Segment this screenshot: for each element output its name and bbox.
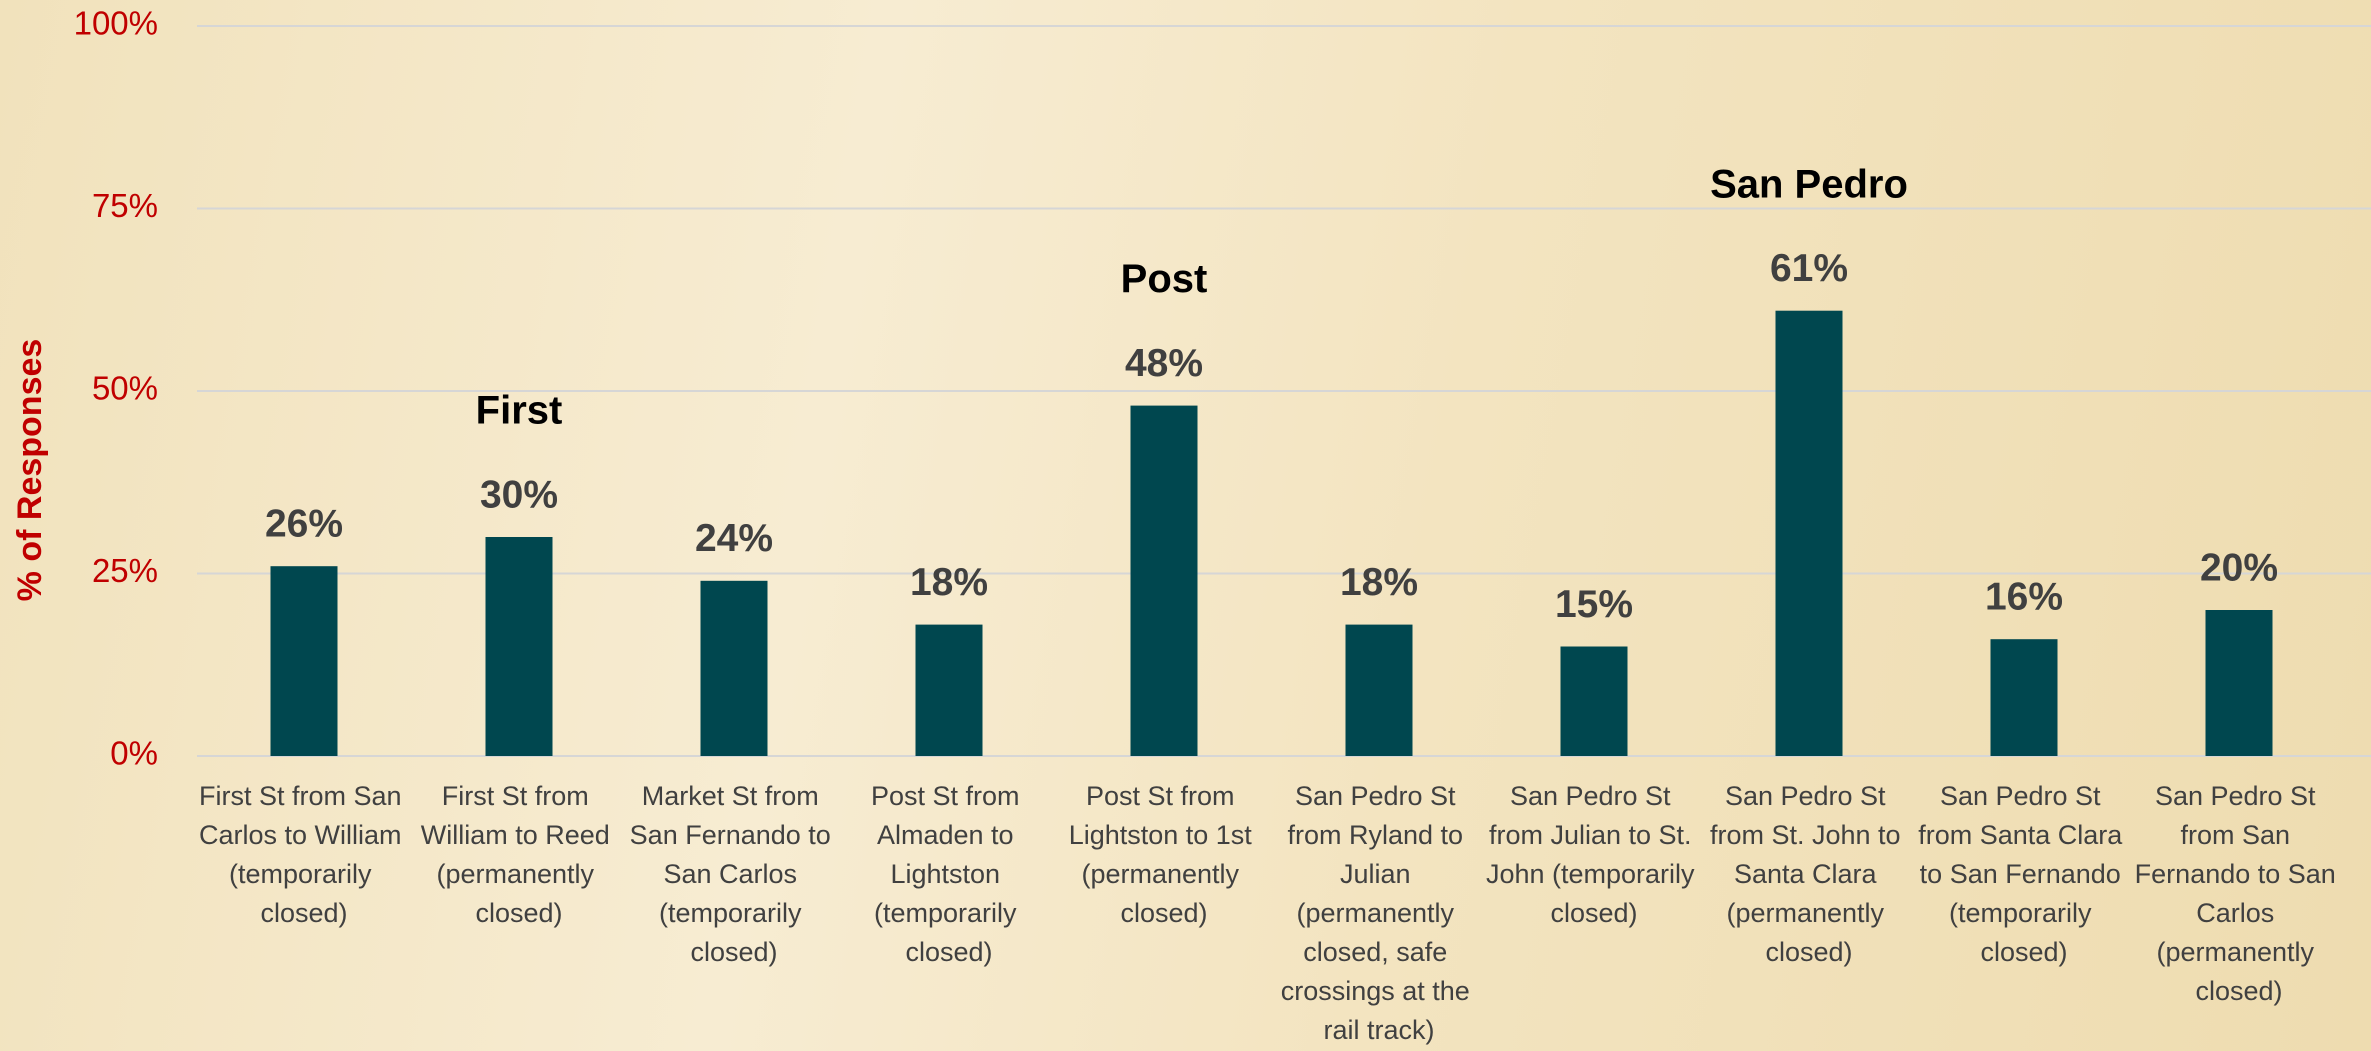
y-tick-label: 75% [92, 187, 158, 224]
data-label: 61% [1770, 247, 1848, 290]
x-tick-label: First St from William to Reed (permanent… [421, 781, 618, 928]
bar [270, 566, 338, 756]
data-label: 24% [695, 517, 773, 560]
x-tick-label: Market St from San Fernando to San Carlo… [630, 781, 839, 967]
y-tick-label: 0% [110, 735, 158, 772]
data-label: 16% [1985, 575, 2063, 618]
y-tick-label: 50% [92, 370, 158, 407]
bar [700, 580, 768, 756]
x-tick-label: Post St from Lightston to 1st (permanent… [1069, 781, 1260, 928]
x-tick-label: San Pedro St from St. John to Santa Clar… [1710, 781, 1908, 967]
bar [2205, 610, 2273, 756]
bar [1130, 405, 1198, 756]
bar [1345, 624, 1413, 756]
bar [915, 624, 983, 756]
annotation: First [476, 389, 563, 433]
x-tick-label: Post St from Almaden to Lightston (tempo… [871, 781, 1027, 967]
annotation: San Pedro [1710, 162, 1908, 206]
data-label: 18% [910, 561, 988, 604]
data-label: 48% [1125, 342, 1203, 385]
y-tick-label: 100% [74, 5, 158, 42]
bar [485, 537, 553, 756]
x-tick-label: San Pedro St from San Fernando to San Ca… [2135, 781, 2344, 1006]
x-tick-label: First St from San Carlos to William (tem… [199, 781, 409, 928]
data-label: 20% [2200, 546, 2278, 589]
y-axis-label: % of Responses [11, 339, 49, 602]
data-label: 30% [480, 473, 558, 516]
annotation: Post [1121, 257, 1208, 301]
data-label: 15% [1555, 583, 1633, 626]
bar [1560, 646, 1628, 756]
x-tick-label: San Pedro St from Santa Clara to San Fer… [1918, 781, 2130, 967]
x-tick-label: San Pedro St from Ryland to Julian (perm… [1281, 781, 1478, 1045]
bar [1775, 310, 1843, 756]
y-tick-label: 25% [92, 552, 158, 589]
bar [1990, 639, 2058, 756]
x-tick-label: San Pedro St from Julian to St. John (te… [1486, 781, 1702, 928]
data-label: 26% [265, 502, 343, 545]
data-label: 18% [1340, 561, 1418, 604]
